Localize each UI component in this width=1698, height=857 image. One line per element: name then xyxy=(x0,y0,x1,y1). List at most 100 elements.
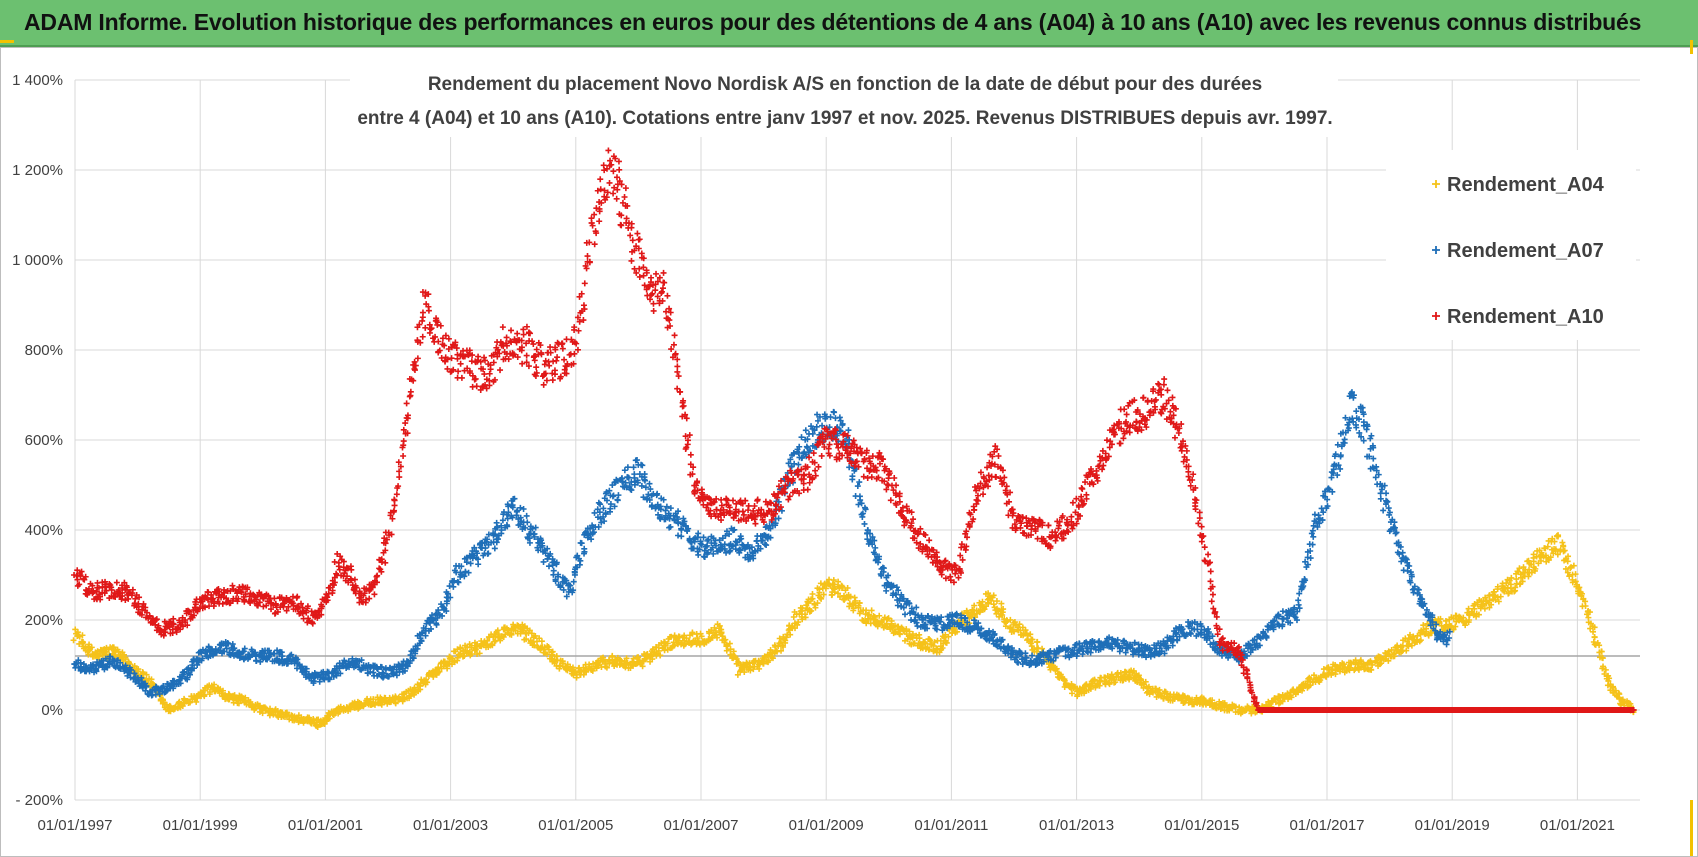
data-point-Rendement_A04 xyxy=(1209,697,1216,704)
data-point-Rendement_A04 xyxy=(782,639,789,646)
data-point-Rendement_A04 xyxy=(682,641,689,648)
data-point-Rendement_A04 xyxy=(314,724,321,731)
data-point-Rendement_A04 xyxy=(979,598,986,605)
y-tick-label: 1 400% xyxy=(12,72,63,89)
data-point-Rendement_A04 xyxy=(668,633,675,640)
data-point-Rendement_A04 xyxy=(569,664,576,671)
data-point-Rendement_A04 xyxy=(1011,619,1018,626)
data-point-Rendement_A04 xyxy=(985,600,992,607)
data-point-Rendement_A04 xyxy=(839,583,846,590)
x-tick-label: 01/01/1999 xyxy=(163,817,238,834)
data-point-Rendement_A04 xyxy=(808,607,815,614)
data-point-Rendement_A04 xyxy=(844,585,851,591)
data-point-Rendement_A04 xyxy=(985,590,992,597)
data-point-Rendement_A04 xyxy=(818,595,825,602)
data-point-Rendement_A04 xyxy=(193,698,200,705)
data-point-Rendement_A04 xyxy=(538,638,545,645)
data-point-Rendement_A04 xyxy=(88,644,95,651)
banner: ADAM Informe. Evolution historique des p… xyxy=(0,0,1698,47)
data-point-Rendement_A04 xyxy=(306,714,313,721)
data-point-Rendement_A04 xyxy=(760,660,767,667)
data-point-Rendement_A04 xyxy=(131,663,138,670)
data-point-Rendement_A04 xyxy=(876,612,883,619)
data-point-Rendement_A04 xyxy=(70,637,77,644)
data-point-Rendement_A04 xyxy=(1117,669,1124,676)
data-point-Rendement_A04 xyxy=(953,628,960,635)
data-point-Rendement_A04 xyxy=(787,631,794,638)
data-point-Rendement_A04 xyxy=(143,671,150,678)
data-point-Rendement_A04 xyxy=(657,652,664,659)
data-point-Rendement_A04 xyxy=(1417,637,1424,644)
data-point-Rendement_A04 xyxy=(639,663,646,670)
data-point-Rendement_A04 xyxy=(139,669,146,676)
data-point-Rendement_A04 xyxy=(655,647,662,654)
data-point-Rendement_A04 xyxy=(792,625,799,632)
data-point-Rendement_A04 xyxy=(1007,624,1014,631)
data-point-Rendement_A04 xyxy=(809,590,816,597)
data-point-Rendement_A04 xyxy=(186,699,193,706)
data-point-Rendement_A04 xyxy=(993,598,1000,605)
data-point-Rendement_A04 xyxy=(603,664,610,671)
data-point-Rendement_A04 xyxy=(1317,677,1324,684)
data-point-Rendement_A04 xyxy=(1002,623,1009,630)
x-tick-label: 01/01/2007 xyxy=(663,817,738,834)
y-tick-label: - 200% xyxy=(15,792,63,809)
data-point-Rendement_A04 xyxy=(778,639,784,646)
data-point-Rendement_A04 xyxy=(1145,683,1152,690)
data-point-Rendement_A04 xyxy=(1385,657,1392,664)
data-point-Rendement_A04 xyxy=(1074,691,1081,698)
data-point-Rendement_A04 xyxy=(653,651,660,658)
data-point-Rendement_A04 xyxy=(675,637,682,644)
data-point-Rendement_A04 xyxy=(206,691,213,698)
x-tick-label: 01/01/2003 xyxy=(413,817,488,834)
data-point-Rendement_A04 xyxy=(266,712,273,719)
data-point-Rendement_A04 xyxy=(1010,628,1017,635)
vertical-gridlines xyxy=(74,80,1578,800)
data-point-Rendement_A04 xyxy=(520,624,527,631)
data-point-Rendement_A04 xyxy=(820,591,827,598)
data-point-Rendement_A04 xyxy=(1106,681,1113,688)
y-tick-label: 400% xyxy=(25,522,63,539)
data-point-Rendement_A04 xyxy=(411,691,418,698)
data-point-Rendement_A04 xyxy=(812,604,819,611)
data-point-Rendement_A04 xyxy=(802,611,809,618)
y-tick-label: 600% xyxy=(25,432,63,449)
data-point-Rendement_A04 xyxy=(723,647,730,654)
data-point-Rendement_A04 xyxy=(1130,667,1137,674)
data-point-Rendement_A04 xyxy=(945,633,952,640)
data-point-Rendement_A04 xyxy=(259,710,266,717)
data-point-Rendement_A04 xyxy=(392,700,399,707)
data-point-Rendement_A04 xyxy=(1027,631,1034,638)
data-point-Rendement_A04 xyxy=(424,679,431,686)
data-point-Rendement_A04 xyxy=(508,630,515,637)
data-point-Rendement_A04 xyxy=(698,633,705,640)
data-point-Rendement_A04 xyxy=(1034,638,1041,645)
data-point-Rendement_A04 xyxy=(856,610,863,617)
corner-mark-top-left xyxy=(0,40,14,43)
data-point-Rendement_A04 xyxy=(500,633,507,640)
data-point-Rendement_A04 xyxy=(835,590,842,597)
data-point-Rendement_A04 xyxy=(906,628,913,635)
data-point-Rendement_A04 xyxy=(283,709,290,716)
data-point-Rendement_A04 xyxy=(629,658,636,665)
data-point-Rendement_A04 xyxy=(436,668,443,675)
data-point-Rendement_A04 xyxy=(163,701,170,708)
data-point-Rendement_A04 xyxy=(741,669,748,676)
data-point-Rendement_A04 xyxy=(649,656,656,663)
data-point-Rendement_A04 xyxy=(830,577,837,584)
data-point-Rendement_A04 xyxy=(734,671,741,678)
data-point-Rendement_A04 xyxy=(726,640,733,647)
data-point-Rendement_A04 xyxy=(1112,679,1119,686)
x-tick-label: 01/01/2021 xyxy=(1540,817,1615,834)
data-point-Rendement_A04 xyxy=(1007,616,1014,623)
data-point-Rendement_A04 xyxy=(556,665,563,672)
data-point-Rendement_A04 xyxy=(523,636,530,643)
data-point-Rendement_A04 xyxy=(559,658,566,665)
data-point-Rendement_A04 xyxy=(972,614,979,621)
data-point-Rendement_A04 xyxy=(1322,673,1329,680)
data-point-Rendement_A04 xyxy=(532,632,539,639)
x-axis-tick-labels: 01/01/1997 01/01/1999 01/01/2001 01/01/2003… xyxy=(37,817,1614,834)
data-point-Rendement_A04 xyxy=(1288,694,1295,701)
data-point-Rendement_A04 xyxy=(1160,695,1167,702)
